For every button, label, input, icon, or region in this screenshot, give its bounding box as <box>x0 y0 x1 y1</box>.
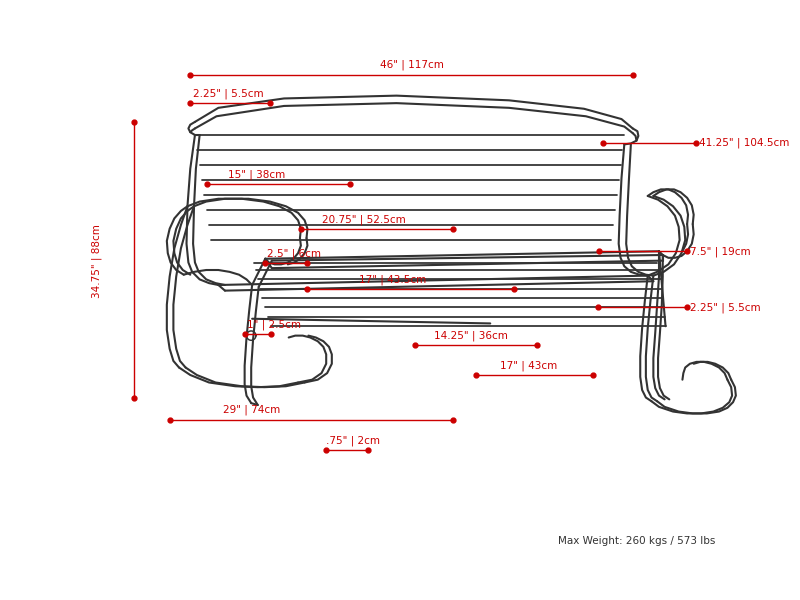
Text: 29" | 74cm: 29" | 74cm <box>222 405 280 415</box>
Text: .75" | 2cm: .75" | 2cm <box>326 436 380 446</box>
Text: 34.75" | 88cm: 34.75" | 88cm <box>91 224 102 298</box>
Text: 15" | 38cm: 15" | 38cm <box>228 170 285 180</box>
Text: Max Weight: 260 kgs / 573 lbs: Max Weight: 260 kgs / 573 lbs <box>558 536 715 545</box>
Text: 41.25" | 104.5cm: 41.25" | 104.5cm <box>699 137 790 148</box>
Text: 17" | 43.5cm: 17" | 43.5cm <box>359 275 426 285</box>
Text: 46" | 117cm: 46" | 117cm <box>379 60 443 70</box>
Text: 2.25" | 5.5cm: 2.25" | 5.5cm <box>193 89 264 100</box>
Text: 2.5" | 6cm: 2.5" | 6cm <box>267 248 321 259</box>
Text: 20.75" | 52.5cm: 20.75" | 52.5cm <box>322 215 406 225</box>
Text: 2.25" | 5.5cm: 2.25" | 5.5cm <box>690 302 761 313</box>
Text: 14.25" | 36cm: 14.25" | 36cm <box>434 331 508 341</box>
Text: 17" | 43cm: 17" | 43cm <box>500 361 557 371</box>
Text: 7.5" | 19cm: 7.5" | 19cm <box>690 246 750 257</box>
Text: 1" | 2.5cm: 1" | 2.5cm <box>246 319 301 330</box>
